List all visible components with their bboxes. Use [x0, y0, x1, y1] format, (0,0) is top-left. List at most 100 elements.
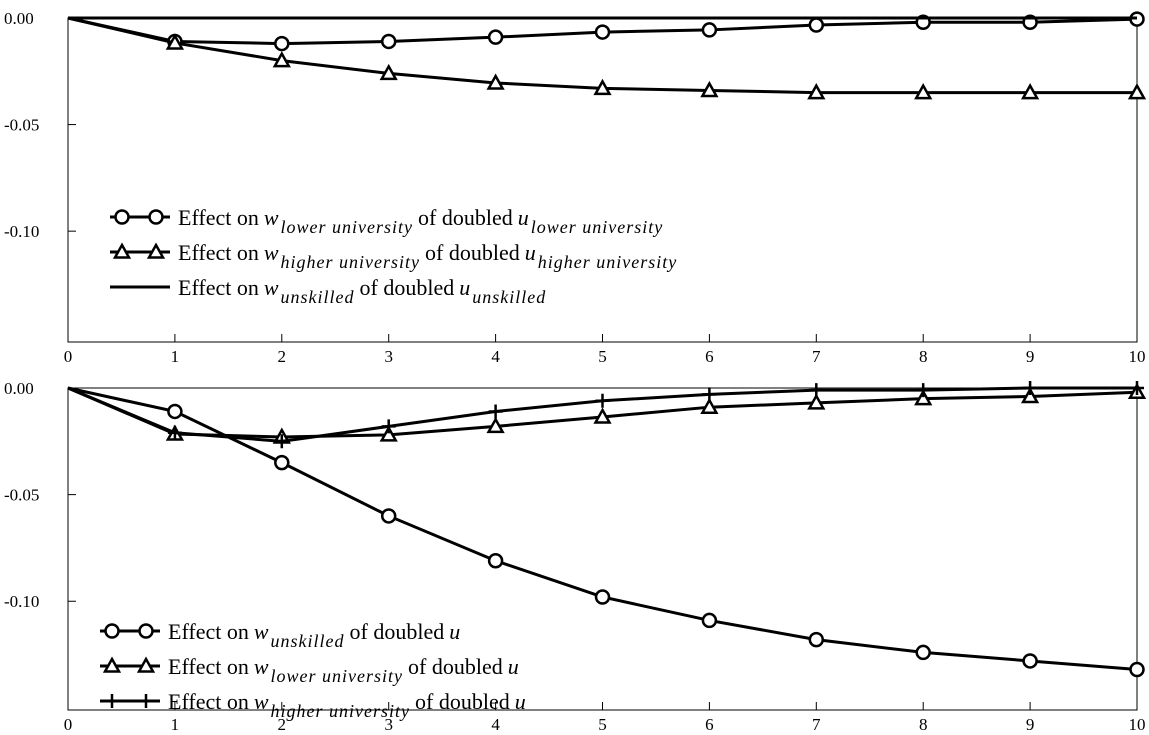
x-tick-label: 7: [812, 347, 821, 366]
marker: [104, 623, 120, 639]
marker: [102, 656, 122, 673]
legend-text: u: [508, 654, 519, 679]
marker: [807, 393, 826, 410]
x-tick-label: 0: [64, 715, 73, 734]
marker: [379, 63, 398, 81]
marker: [914, 83, 933, 100]
marker: [379, 425, 398, 442]
marker: [915, 644, 931, 661]
legend-text: lower university: [531, 217, 663, 237]
series: [67, 381, 1144, 449]
legend-text: w: [254, 654, 269, 679]
legend-text: Effect on: [168, 689, 249, 714]
marker: [807, 83, 826, 100]
marker: [146, 242, 166, 259]
y-tick-label: -0.10: [4, 222, 39, 241]
marker: [487, 29, 504, 45]
marker: [1020, 386, 1040, 404]
marker: [1023, 381, 1038, 395]
legend-text: Effect on: [168, 654, 249, 679]
marker: [594, 589, 611, 605]
legend-text: w: [254, 689, 269, 714]
marker: [809, 383, 824, 398]
marker: [594, 24, 611, 40]
marker: [272, 51, 291, 68]
x-tick-label: 4: [491, 347, 500, 366]
legend-text: higher university: [271, 701, 410, 721]
x-tick-label: 3: [384, 715, 393, 734]
y-tick-label: 0.00: [4, 9, 34, 28]
marker: [138, 623, 154, 639]
marker: [808, 631, 825, 648]
marker: [700, 80, 719, 98]
marker: [702, 387, 717, 402]
marker: [486, 416, 505, 434]
legend-text: u: [518, 205, 529, 230]
marker: [274, 35, 290, 52]
legend-text: u: [449, 619, 460, 644]
marker: [1022, 653, 1038, 669]
marker: [274, 454, 290, 471]
legend-label: Effect on w higher university of doubled u: [168, 689, 526, 721]
legend-text: w: [264, 240, 279, 265]
x-tick-label: 2: [278, 715, 287, 734]
marker: [701, 612, 718, 629]
x-tick-label: 5: [598, 347, 607, 366]
legend-text: unskilled: [281, 287, 355, 307]
x-tick-label: 5: [598, 715, 607, 734]
y-tick-label: -0.10: [4, 592, 39, 611]
x-tick-label: 9: [1026, 715, 1035, 734]
x-tick-label: 8: [919, 347, 928, 366]
y-tick-label: 0.00: [4, 379, 34, 398]
x-tick-label: 2: [278, 347, 287, 366]
x-tick-label: 7: [812, 715, 821, 734]
marker: [148, 209, 164, 225]
series: [67, 386, 1145, 678]
marker: [1130, 381, 1144, 395]
legend-label: Effect on w lower university of doubled u: [168, 654, 519, 686]
marker: [916, 383, 931, 398]
legend-text: higher university: [538, 252, 677, 272]
legend-label: Effect on w lower university of doubled u low…: [178, 205, 663, 237]
marker: [381, 419, 396, 434]
x-tick-label: 1: [171, 715, 180, 734]
legend-text: u: [515, 689, 526, 714]
marker: [274, 434, 289, 449]
marker: [380, 33, 397, 50]
legend-text: lower university: [271, 666, 403, 686]
legend-text: Effect on: [178, 240, 259, 265]
x-tick-label: 0: [64, 347, 73, 366]
marker: [380, 508, 397, 524]
marker: [1020, 83, 1040, 100]
marker: [808, 17, 825, 33]
legend-text: w: [254, 619, 269, 644]
marker: [112, 242, 132, 259]
legend-label: Effect on w higher university of doubled u hi…: [178, 240, 677, 272]
marker: [487, 552, 504, 569]
marker: [114, 209, 130, 225]
legend-text: of doubled: [408, 654, 503, 679]
y-tick-label: -0.05: [4, 116, 39, 135]
marker: [165, 33, 185, 50]
legend-text: u: [459, 275, 470, 300]
x-tick-label: 9: [1026, 347, 1035, 366]
legend-text: lower university: [281, 217, 413, 237]
marker: [486, 73, 505, 90]
legend-label: Effect on w unskilled of doubled u: [168, 619, 460, 651]
marker: [914, 389, 933, 406]
marker: [1129, 661, 1145, 678]
marker: [105, 694, 119, 708]
x-tick-label: 4: [491, 715, 500, 734]
marker: [595, 393, 610, 408]
series: [67, 382, 1147, 444]
marker: [593, 78, 612, 96]
marker: [1127, 83, 1147, 100]
x-tick-label: 6: [705, 347, 714, 366]
legend-text: of doubled: [360, 275, 455, 300]
marker: [167, 425, 182, 440]
legend-text: unskilled: [472, 287, 546, 307]
legend-text: u: [525, 240, 536, 265]
marker: [700, 397, 719, 414]
